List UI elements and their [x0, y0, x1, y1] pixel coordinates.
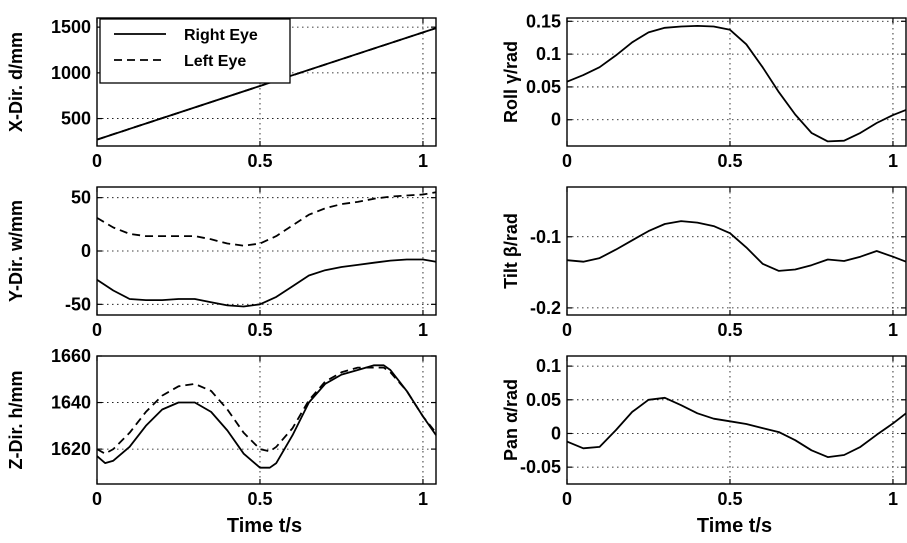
x-tick-label: 0 [562, 489, 572, 509]
series-line-solid [566, 396, 907, 459]
subplot-middle-right: 0 0.5 1 -0.2 -0.1 Tilt β/rad [501, 186, 907, 340]
y-tick-label: 0.1 [536, 356, 561, 376]
y-tick-label: 1000 [51, 63, 91, 83]
x-tick-label: 0 [92, 489, 102, 509]
x-tick-label: 0.5 [717, 151, 742, 171]
series-line-solid [96, 258, 437, 308]
legend-box [99, 18, 291, 84]
plot-area [567, 356, 906, 484]
x-tick-label: 1 [888, 489, 898, 509]
y-tick-label: 1640 [51, 393, 91, 413]
legend-label: Left Eye [184, 53, 246, 70]
y-tick-label: 500 [61, 109, 91, 129]
y-axis-label: Y-Dir. w/mm [6, 200, 26, 302]
series-line-dashed [96, 191, 437, 247]
y-tick-label: 0.05 [526, 390, 561, 410]
y-tick-label: -0.05 [520, 457, 561, 477]
y-tick-label: 0.05 [526, 77, 561, 97]
x-tick-label: 0 [92, 320, 102, 340]
x-tick-label: 1 [888, 320, 898, 340]
y-axis-label: Pan α/rad [501, 379, 521, 461]
y-tick-label: 0.1 [536, 44, 561, 64]
x-tick-label: 0.5 [247, 320, 272, 340]
series-line-dashed [96, 27, 437, 141]
series-line-solid [96, 364, 437, 469]
x-tick-label: 1 [418, 489, 428, 509]
y-tick-label: 0 [551, 423, 561, 443]
y-tick-label: 50 [71, 188, 91, 208]
legend-label: Right Eye [184, 27, 258, 44]
y-tick-label: 1660 [51, 346, 91, 366]
y-tick-label: 0 [551, 110, 561, 130]
y-tick-label: 0 [81, 241, 91, 261]
x-tick-label: 1 [888, 151, 898, 171]
y-tick-label: -0.1 [530, 227, 561, 247]
x-tick-label: 1 [418, 320, 428, 340]
x-tick-label: 0.5 [247, 489, 272, 509]
x-tick-label: 0 [92, 151, 102, 171]
x-tick-label: 1 [418, 151, 428, 171]
y-tick-label: 1620 [51, 439, 91, 459]
y-axis-label: Tilt β/rad [501, 213, 521, 289]
y-tick-label: 0.15 [526, 11, 561, 31]
x-axis-label: Time t/s [697, 515, 772, 537]
plot-area [567, 187, 906, 315]
y-axis-label: X-Dir. d/mm [6, 32, 26, 132]
x-tick-label: 0.5 [717, 489, 742, 509]
x-tick-label: 0.5 [247, 151, 272, 171]
x-axis-label: Time t/s [227, 515, 302, 537]
x-tick-label: 0 [562, 320, 572, 340]
series-line-solid [566, 220, 907, 272]
axes-frame [566, 17, 907, 147]
axes-frame [96, 355, 437, 485]
legend: Right Eye Left Eye [99, 18, 291, 84]
y-tick-label: -50 [65, 294, 91, 314]
series-line-solid [566, 24, 907, 143]
axes-frame [566, 186, 907, 316]
x-tick-label: 0 [562, 151, 572, 171]
axes-frame [96, 17, 437, 147]
x-tick-label: 0.5 [717, 320, 742, 340]
series-line-dashed [96, 366, 437, 455]
subplot-bottom-left: 0 0.5 1 1620 1640 1660 Z-Dir. h/mm Time t/s [6, 346, 437, 537]
axes-frame [566, 355, 907, 485]
y-axis-label: Z-Dir. h/mm [6, 370, 26, 469]
y-tick-label: -0.2 [530, 298, 561, 318]
y-axis-label: Roll γ/rad [501, 41, 521, 123]
plot-area [97, 356, 436, 484]
y-tick-label: 1500 [51, 17, 91, 37]
plot-area [567, 18, 906, 146]
